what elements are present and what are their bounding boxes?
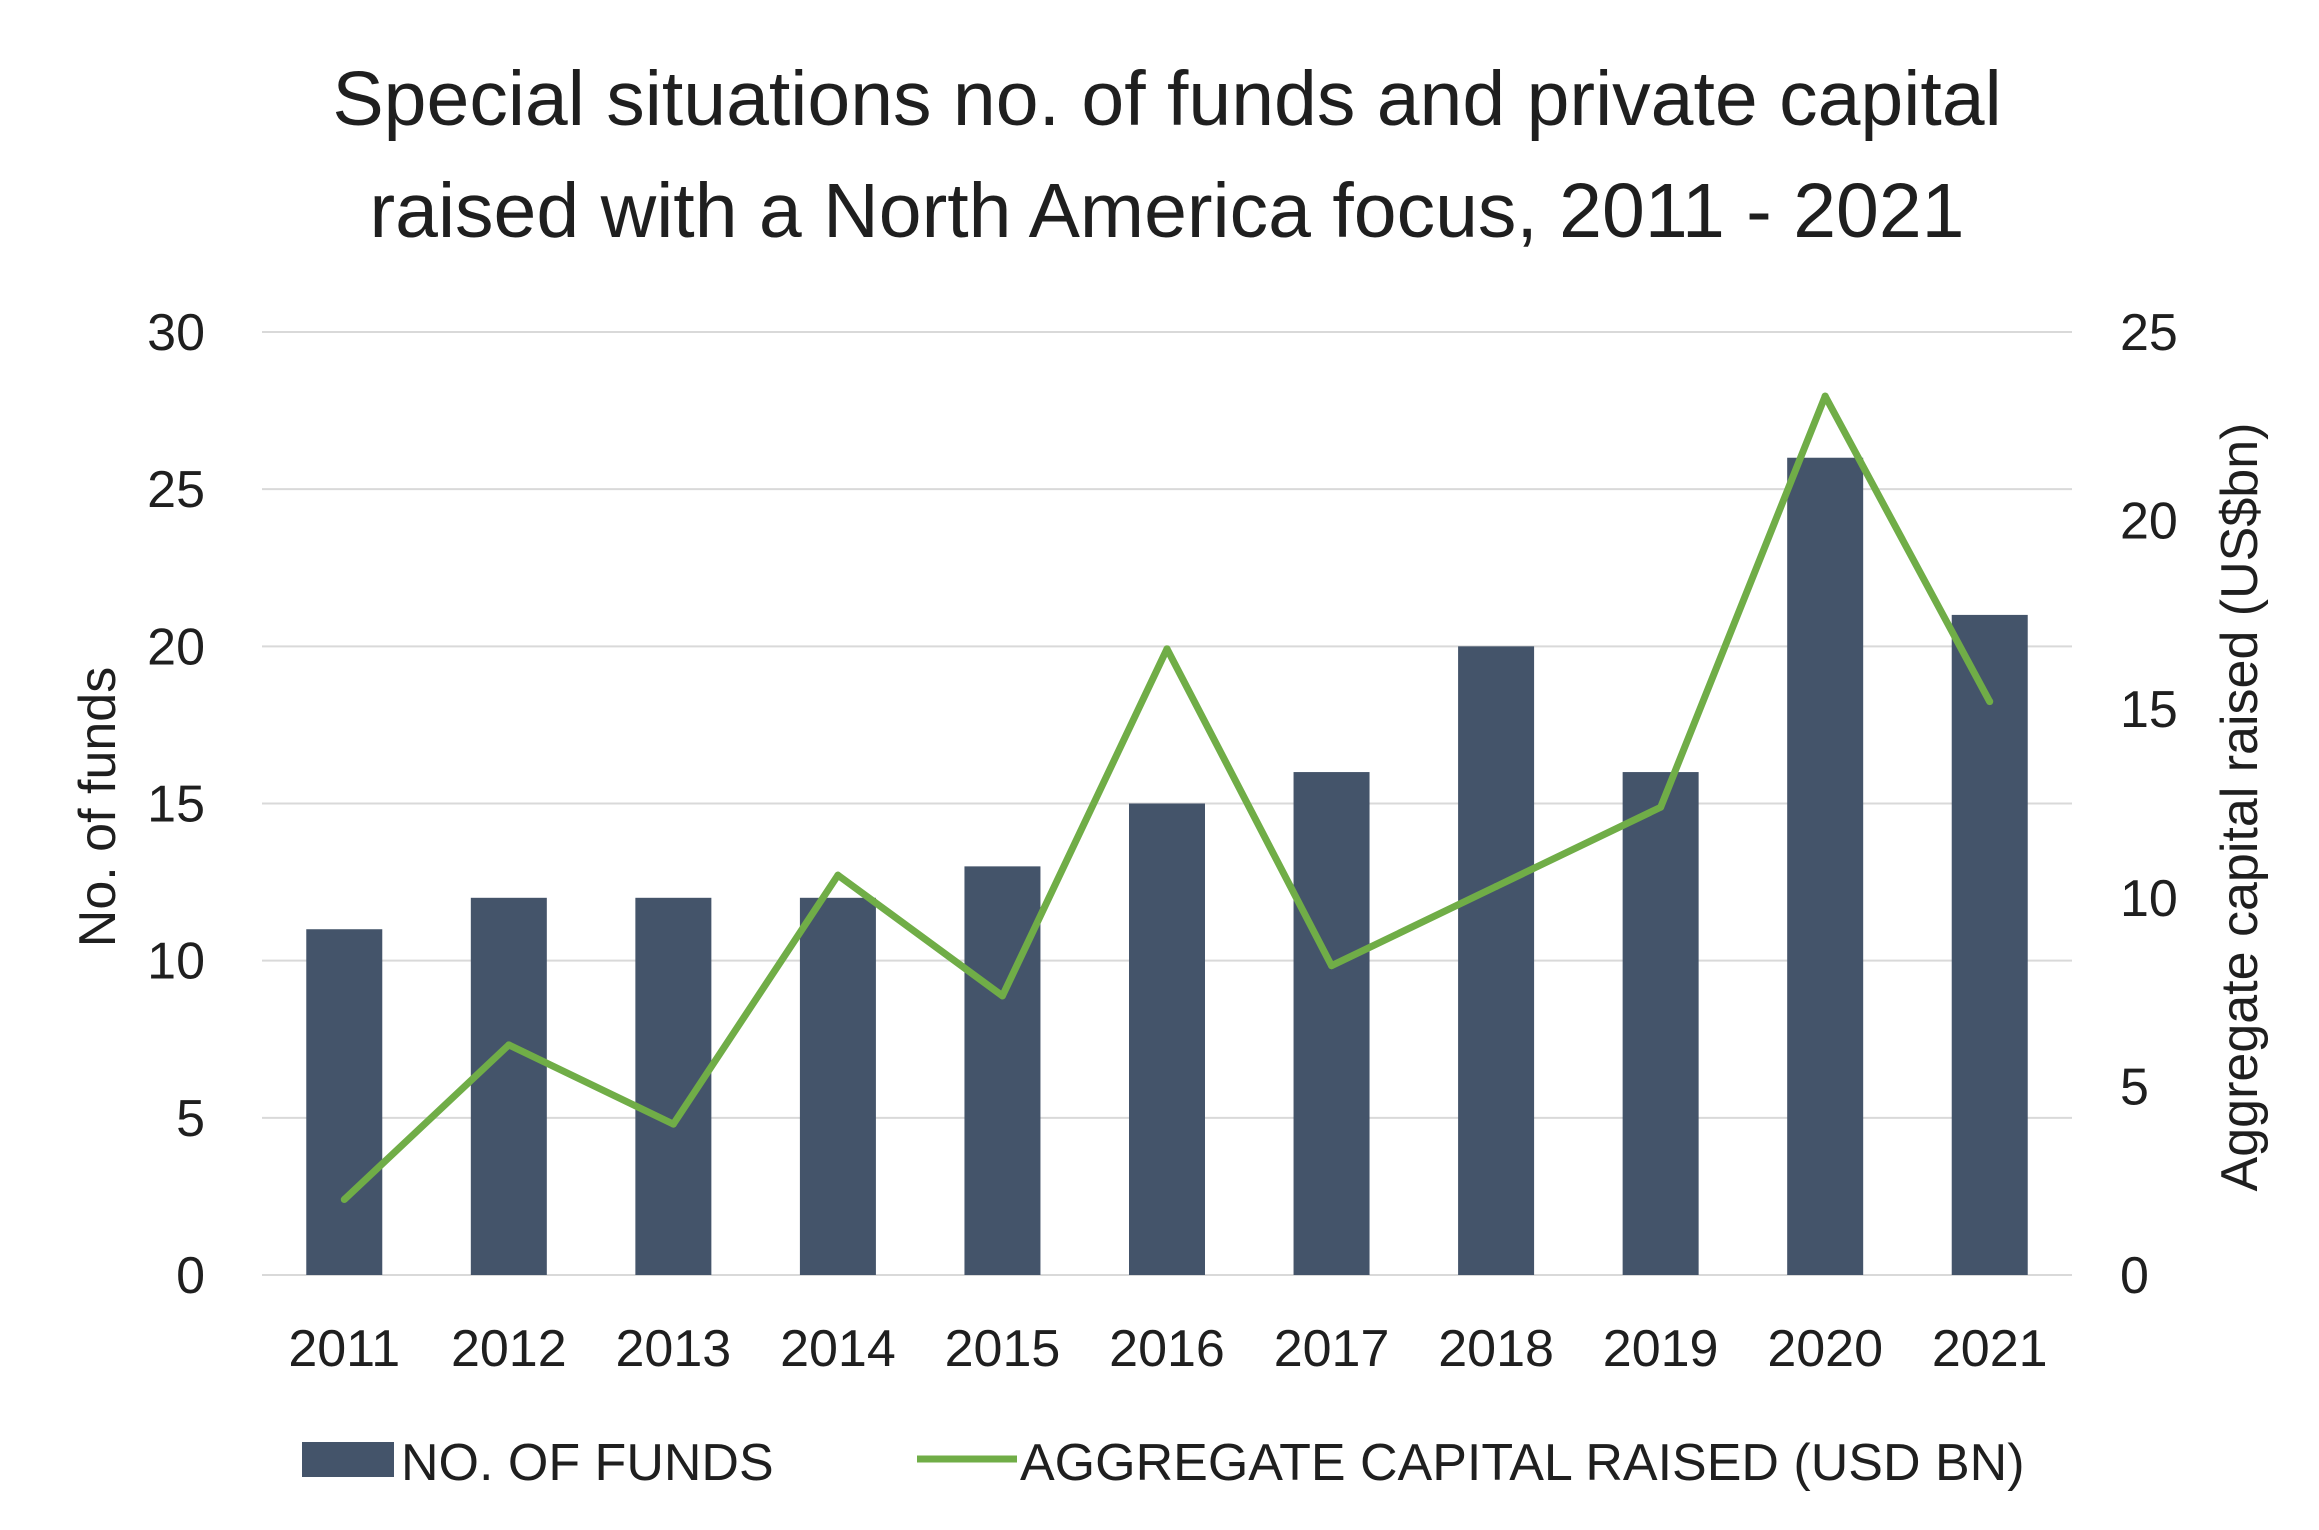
left-axis-ticks: 0 5 10 15 20 25 30 bbox=[147, 304, 205, 1305]
legend-label-line: AGGREGATE CAPITAL RAISED (USD BN) bbox=[1020, 1434, 2025, 1492]
x-tick-label: 2014 bbox=[780, 1320, 896, 1378]
x-axis-ticks: 2011 2012 2013 2014 2015 2016 2017 2018 2019 2020… bbox=[288, 1320, 2047, 1378]
right-tick-label: 5 bbox=[2120, 1058, 2149, 1116]
bar bbox=[1129, 803, 1205, 1275]
line-point bbox=[1986, 698, 1994, 706]
line-point bbox=[669, 1120, 677, 1128]
bar bbox=[1622, 772, 1699, 1275]
line-point bbox=[1163, 645, 1171, 653]
left-tick-label: 20 bbox=[147, 618, 205, 676]
line-point bbox=[1821, 392, 1829, 400]
bar bbox=[1787, 457, 1864, 1275]
bar bbox=[799, 897, 876, 1275]
line-point bbox=[1328, 962, 1336, 970]
left-tick-label: 0 bbox=[176, 1247, 205, 1305]
chart-title-line-2: raised with a North America focus, 2011 … bbox=[369, 168, 1964, 254]
x-tick-label: 2017 bbox=[1274, 1320, 1390, 1378]
left-tick-label: 25 bbox=[147, 461, 205, 519]
x-tick-label: 2015 bbox=[945, 1320, 1061, 1378]
line-point bbox=[1492, 882, 1500, 890]
line-point bbox=[834, 871, 842, 879]
x-tick-label: 2019 bbox=[1603, 1320, 1719, 1378]
legend-label-bars: NO. OF FUNDS bbox=[401, 1434, 774, 1492]
right-axis-ticks: 0 5 10 15 20 25 bbox=[2120, 304, 2178, 1305]
line-point bbox=[998, 992, 1006, 1000]
legend-swatch-bars bbox=[302, 1442, 394, 1477]
right-axis-title: Aggregate capital raised (US$bn) bbox=[2211, 423, 2269, 1192]
left-axis-title: No. of funds bbox=[69, 667, 127, 947]
x-tick-label: 2021 bbox=[1932, 1320, 2048, 1378]
x-tick-label: 2020 bbox=[1767, 1320, 1883, 1378]
left-tick-label: 5 bbox=[176, 1090, 205, 1148]
bar bbox=[470, 897, 547, 1275]
right-tick-label: 20 bbox=[2120, 493, 2178, 551]
x-tick-label: 2013 bbox=[616, 1320, 732, 1378]
line-point bbox=[1657, 803, 1665, 811]
left-tick-label: 30 bbox=[147, 304, 205, 362]
bar-series bbox=[306, 457, 2028, 1275]
x-tick-label: 2018 bbox=[1438, 1320, 1554, 1378]
bar bbox=[964, 866, 1041, 1275]
left-tick-label: 15 bbox=[147, 776, 205, 834]
bar bbox=[1951, 614, 2028, 1275]
chart-title-line-1: Special situations no. of funds and priv… bbox=[332, 56, 2001, 142]
right-tick-label: 10 bbox=[2120, 870, 2178, 928]
bar bbox=[306, 929, 383, 1275]
x-tick-label: 2011 bbox=[288, 1320, 400, 1378]
bar bbox=[1293, 772, 1370, 1275]
left-tick-label: 10 bbox=[147, 933, 205, 991]
right-tick-label: 0 bbox=[2120, 1247, 2149, 1305]
bar bbox=[1458, 646, 1535, 1275]
legend: NO. OF FUNDS AGGREGATE CAPITAL RAISED (U… bbox=[302, 1434, 2025, 1492]
right-tick-label: 15 bbox=[2120, 681, 2178, 739]
x-tick-label: 2012 bbox=[451, 1320, 567, 1378]
line-point bbox=[340, 1196, 348, 1204]
right-tick-label: 25 bbox=[2120, 304, 2178, 362]
line-series bbox=[340, 392, 1994, 1204]
x-tick-label: 2016 bbox=[1109, 1320, 1225, 1378]
line-point bbox=[505, 1041, 513, 1049]
